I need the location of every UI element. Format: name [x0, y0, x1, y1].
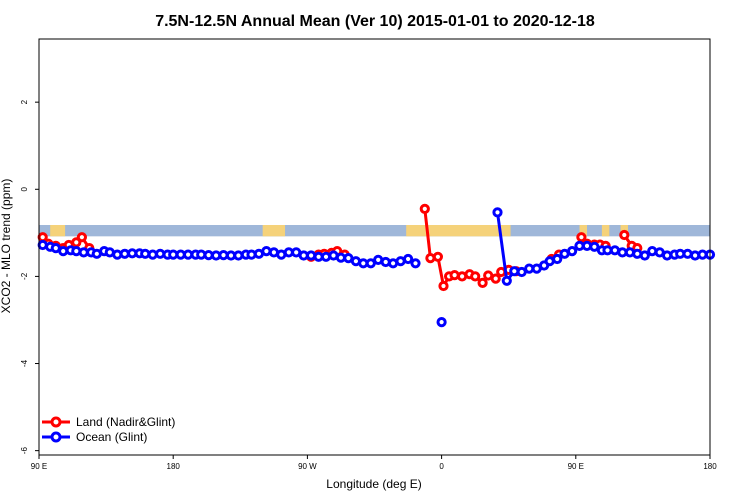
- y-tick-label-0: 2: [20, 99, 29, 104]
- x-tick-label-5: 180: [703, 462, 717, 471]
- data-point-ocean-0-40: [320, 251, 332, 262]
- x-tick-label-4: 90 E: [568, 462, 584, 471]
- land-band-land-3: [579, 225, 587, 237]
- x-axis-label: Longitude (deg E): [326, 477, 421, 491]
- data-point-ocean-2-0: [492, 207, 503, 218]
- land-band-land-1: [262, 225, 286, 237]
- x-tick-label-0: 90 E: [31, 462, 47, 471]
- data-point-ocean-2-13: [589, 241, 600, 252]
- data-point-ocean-0-51: [403, 253, 414, 265]
- y-tick-label-4: -6: [20, 447, 29, 455]
- data-point-land-4-0: [576, 232, 587, 243]
- data-point-land-2-2: [432, 251, 443, 262]
- data-point-ocean-2-3: [516, 266, 527, 278]
- data-point-land-2-11: [490, 273, 501, 284]
- legend-label-ocean: Ocean (Glint): [76, 430, 147, 444]
- y-tick-label-2: -2: [20, 272, 29, 280]
- legend-marker-land: [50, 416, 62, 428]
- series-land: [37, 203, 643, 292]
- land-band-land-2: [406, 225, 511, 237]
- axes: 90 E 180 90 W 0 90 E 180 2 0 -2 -4 -6: [20, 99, 717, 471]
- data-point-ocean-0-38: [306, 250, 317, 261]
- chart-title: 7.5N-12.5N Annual Mean (Ver 10) 2015-01-…: [155, 13, 595, 30]
- land-band: [39, 225, 710, 237]
- y-axis-label: XCO2 - MLO trend (ppm): [0, 179, 13, 314]
- data-point-land-2-9: [477, 277, 488, 288]
- data-point-ocean-2-21: [647, 246, 658, 257]
- data-point-land-2-3: [438, 280, 449, 292]
- legend-marker-ocean: [50, 431, 62, 443]
- data-point-ocean-2-10: [567, 246, 578, 257]
- series: [37, 203, 716, 328]
- land-band-land-4: [601, 225, 610, 237]
- data-point-land-0-6: [76, 232, 88, 243]
- x-tick-label-1: 180: [167, 462, 181, 471]
- legend: Land (Nadir&Glint) Ocean (Glint): [42, 415, 175, 444]
- x-tick-label-2: 90 W: [298, 462, 317, 471]
- data-point-land-2-1: [425, 253, 436, 264]
- data-point-ocean-2-1: [501, 275, 512, 286]
- data-point-land-2-0: [419, 203, 430, 214]
- y-tick-label-1: 0: [20, 187, 29, 192]
- data-point-land-2-5: [449, 270, 460, 281]
- data-point-ocean-0-32: [261, 246, 272, 257]
- land-band-ocean: [39, 225, 710, 237]
- data-point-ocean-1-0: [436, 317, 447, 328]
- data-point-land-5-0: [619, 229, 630, 241]
- data-point-ocean-0-52: [410, 258, 421, 269]
- legend-label-land: Land (Nadir&Glint): [76, 415, 175, 429]
- data-point-land-2-8: [470, 271, 481, 282]
- plot-frame: [38, 38, 711, 456]
- y-tick-label-3: -4: [20, 359, 29, 367]
- data-point-ocean-2-20: [639, 250, 650, 261]
- data-point-ocean-2-8: [552, 253, 563, 265]
- land-band-land-0: [50, 225, 66, 237]
- x-tick-label-3: 0: [439, 462, 444, 471]
- series-ocean: [37, 207, 716, 328]
